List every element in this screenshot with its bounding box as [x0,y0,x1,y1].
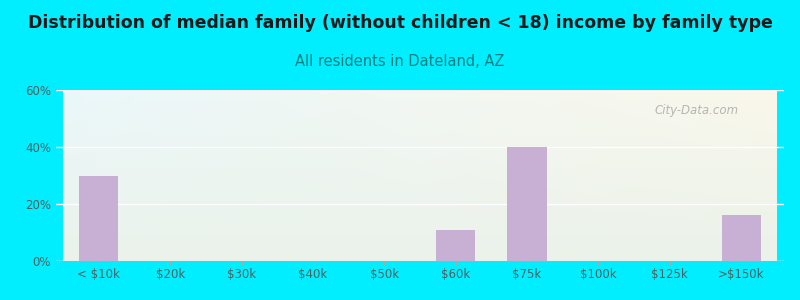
Text: Distribution of median family (without children < 18) income by family type: Distribution of median family (without c… [27,14,773,32]
Text: All residents in Dateland, AZ: All residents in Dateland, AZ [295,54,505,69]
Bar [436,230,475,261]
Bar [79,176,118,261]
Bar [507,147,546,261]
Bar [722,215,761,261]
Text: City-Data.com: City-Data.com [654,104,738,117]
